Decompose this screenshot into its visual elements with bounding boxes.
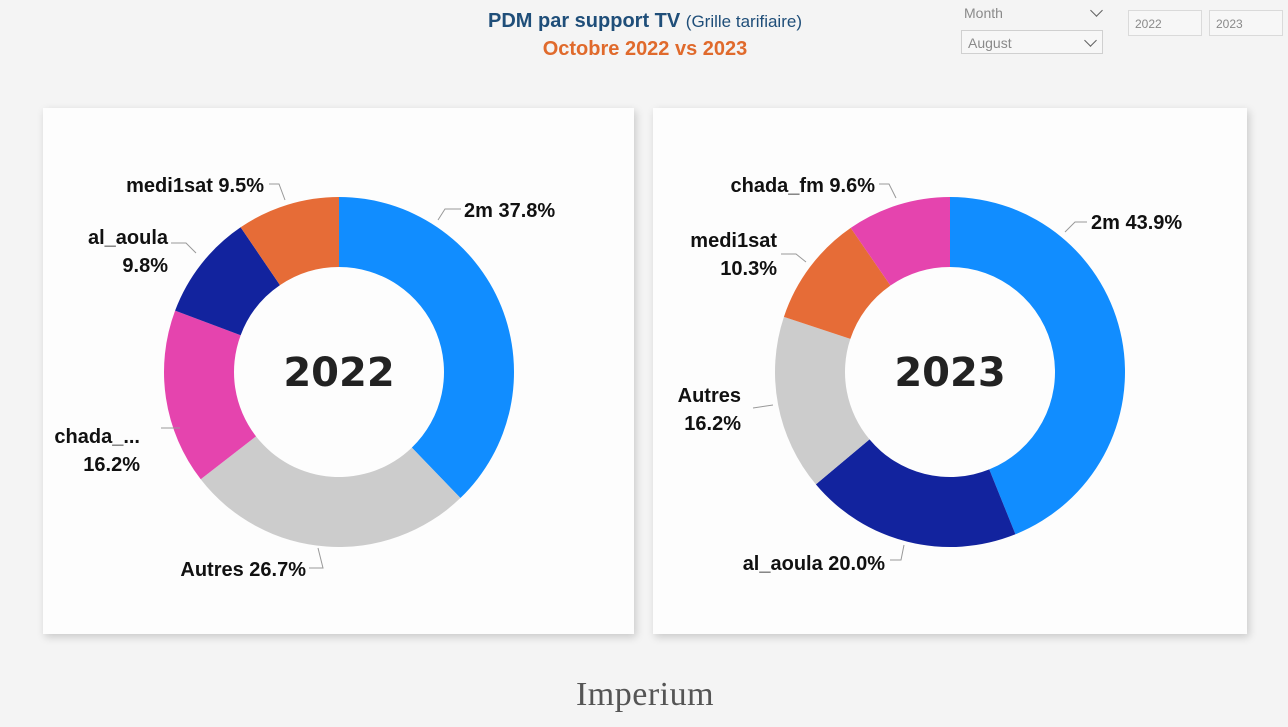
year-to-input[interactable]: 2023 <box>1209 10 1283 36</box>
slice-al-aoula[interactable] <box>815 439 1016 547</box>
chevron-down-icon[interactable] <box>1084 34 1097 47</box>
leader-line <box>269 183 286 201</box>
data-label: Autres 16.2% <box>678 385 742 435</box>
title-sub: (Grille tarifiaire) <box>685 12 802 31</box>
leader-line <box>1064 221 1087 233</box>
title-line: PDM par support TV (Grille tarifiaire) <box>0 8 1288 35</box>
leader-line <box>879 183 897 199</box>
data-label: 2m 43.9% <box>1091 212 1182 234</box>
data-label: medi1sat 9.5% <box>126 175 264 197</box>
data-label: al_aoula 9.8% <box>88 227 169 277</box>
slice-2m[interactable] <box>339 197 514 499</box>
donut-chart-2023: 2023 2m 43.9% al_aoula 20.0% Autres 16.2% med… <box>678 175 1183 575</box>
leader-line <box>171 242 197 254</box>
month-slicer-header[interactable]: Month <box>962 3 1104 23</box>
slice-medi1sat[interactable] <box>240 197 339 286</box>
data-label: Autres 26.7% <box>180 559 306 581</box>
month-dropdown[interactable]: August <box>961 30 1103 54</box>
year-from-input[interactable]: 2022 <box>1128 10 1202 36</box>
data-label: al_aoula 20.0% <box>743 553 886 575</box>
slice-chada-[interactable] <box>164 310 257 480</box>
leader-line <box>781 253 807 263</box>
footer-brand: Imperium <box>575 676 715 713</box>
donut-chart-2022: 2022 2m 37.8% Autres 26.7% chada_... 16.2% al… <box>54 175 555 581</box>
slice-autres[interactable] <box>775 316 870 485</box>
center-year-label: 2023 <box>894 350 1005 396</box>
title-main: PDM par support TV <box>488 10 681 32</box>
data-label: chada_... 16.2% <box>54 426 140 476</box>
slice-medi1sat[interactable] <box>783 227 891 339</box>
leader-line <box>752 404 774 409</box>
slice-2m[interactable] <box>950 197 1125 535</box>
data-label: medi1sat 10.3% <box>690 230 777 280</box>
center-year-label: 2022 <box>283 350 394 396</box>
data-label: chada_fm 9.6% <box>730 175 875 197</box>
report-title: PDM par support TV (Grille tarifiaire) O… <box>0 8 1288 63</box>
leader-line <box>437 208 461 221</box>
leader-line <box>890 544 905 561</box>
leader-line <box>309 547 324 569</box>
slice-al-aoula[interactable] <box>175 227 280 336</box>
chevron-down-icon[interactable] <box>1090 4 1103 17</box>
slice-chada-fm[interactable] <box>850 197 950 286</box>
donut-card-2022: 2022 2m 37.8% Autres 26.7% chada_... 16.2% al… <box>43 108 634 634</box>
donut-card-2023: 2023 2m 43.9% al_aoula 20.0% Autres 16.2% med… <box>653 108 1247 634</box>
subtitle: Octobre 2022 vs 2023 <box>542 38 748 60</box>
slice-autres[interactable] <box>200 436 461 547</box>
year-to-value: 2023 <box>1216 17 1243 31</box>
data-label: 2m 37.8% <box>464 200 555 222</box>
month-dropdown-value: August <box>968 35 1012 51</box>
year-from-value: 2022 <box>1135 17 1162 31</box>
month-slicer-label: Month <box>964 5 1003 21</box>
